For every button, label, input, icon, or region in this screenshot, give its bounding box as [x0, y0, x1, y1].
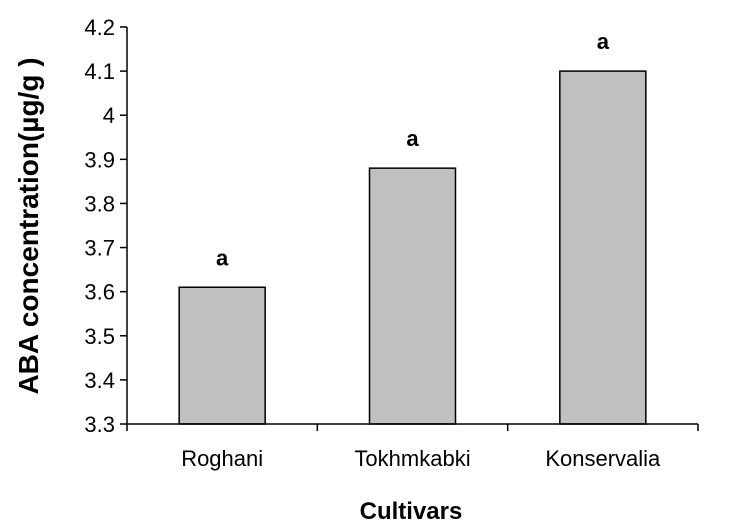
x-axis-title: Cultivars — [360, 498, 463, 525]
x-axis-ticks: Roghani Tokhmkabki Konservalia — [126, 424, 699, 471]
significance-labels: a a a — [216, 29, 610, 270]
y-axis-title: ABA concentration(µg/g ) — [13, 57, 44, 394]
y-tick-label: 3.5 — [84, 324, 115, 349]
significance-label: a — [597, 29, 610, 54]
bar — [559, 70, 647, 425]
y-tick-label: 4.1 — [84, 59, 115, 84]
significance-label: a — [216, 245, 229, 270]
y-tick-label: 4 — [103, 103, 115, 128]
y-tick-label: 3.6 — [84, 280, 115, 305]
x-tick-label: Konservalia — [545, 446, 661, 471]
y-tick-label: 3.8 — [84, 191, 115, 216]
y-axis-ticks: 3.3 3.4 3.5 3.6 3.7 3.8 3.9 4 4.1 4.2 — [84, 15, 127, 437]
significance-label: a — [406, 126, 419, 151]
x-tick-label: Roghani — [181, 446, 263, 471]
bar — [178, 286, 266, 425]
y-tick-label: 3.4 — [84, 368, 115, 393]
x-tick-label: Tokhmkabki — [354, 446, 470, 471]
y-tick-label: 3.3 — [84, 412, 115, 437]
y-tick-label: 4.2 — [84, 15, 115, 40]
y-tick-label: 3.9 — [84, 147, 115, 172]
y-tick-label: 3.7 — [84, 236, 115, 261]
bars — [178, 70, 647, 425]
bar — [368, 167, 457, 425]
